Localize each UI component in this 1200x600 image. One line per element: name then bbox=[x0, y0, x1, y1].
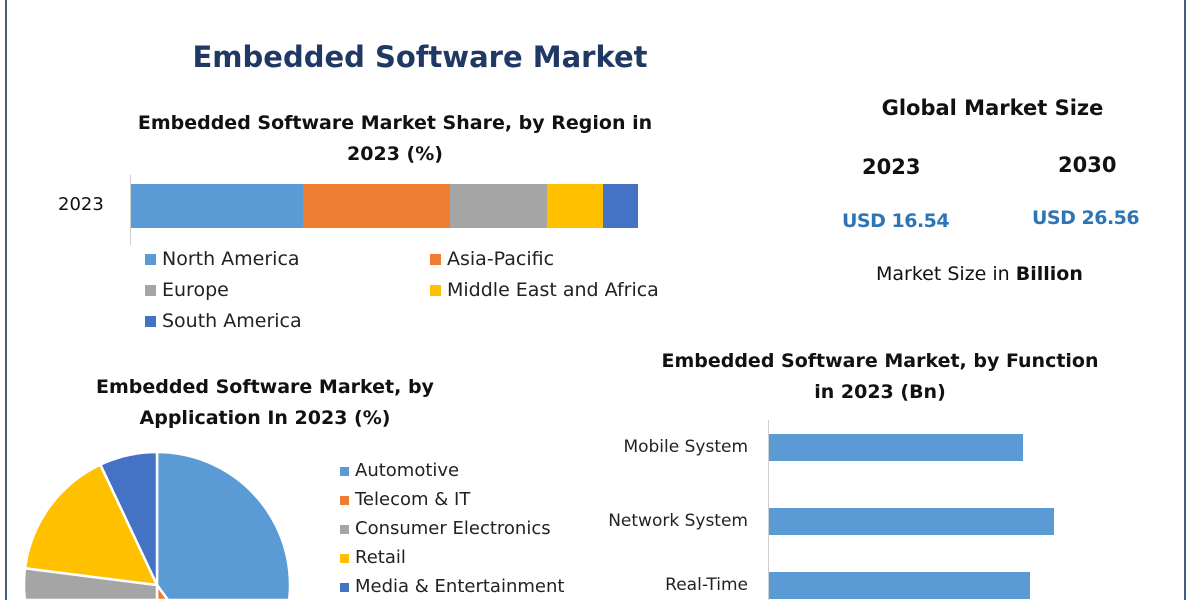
function-bar bbox=[769, 434, 1023, 461]
year-2023: 2023 bbox=[862, 155, 921, 179]
global-market-heading: Global Market Size bbox=[881, 96, 1104, 120]
application-legend-item: Automotive bbox=[340, 461, 459, 481]
legend-label: Asia-Pacific bbox=[447, 248, 555, 270]
legend-label: South America bbox=[162, 310, 302, 332]
legend-swatch bbox=[340, 524, 349, 534]
legend-label: Retail bbox=[355, 547, 406, 568]
function-bar bbox=[769, 508, 1054, 535]
region-bar-segment bbox=[450, 184, 547, 228]
function-category-label: Network System bbox=[608, 511, 748, 531]
region-axis bbox=[130, 175, 131, 245]
region-bar-segment bbox=[602, 184, 638, 228]
legend-label: North America bbox=[162, 248, 300, 270]
application-legend-item: Retail bbox=[340, 548, 406, 568]
pie-slice-automotive bbox=[155, 450, 292, 600]
legend-label: Automotive bbox=[355, 460, 460, 481]
function-axis bbox=[768, 420, 769, 600]
legend-label: Europe bbox=[162, 279, 229, 301]
note-text: Market Size in bbox=[876, 263, 1016, 285]
region-legend-item: Middle East and Africa bbox=[430, 279, 659, 301]
legend-swatch bbox=[430, 284, 441, 296]
application-chart-title: Embedded Software Market, by Application… bbox=[96, 376, 434, 429]
legend-swatch bbox=[340, 466, 349, 476]
value-2030: USD 26.56 bbox=[1032, 207, 1140, 229]
application-legend-item: Telecom & IT bbox=[340, 490, 470, 510]
region-legend-item: North America bbox=[145, 248, 300, 270]
legend-label: Consumer Electronics bbox=[355, 518, 551, 539]
region-chart-title: Embedded Software Market Share, by Regio… bbox=[137, 112, 653, 165]
application-pie-chart bbox=[22, 450, 292, 600]
legend-label: Telecom & IT bbox=[355, 489, 471, 510]
function-category-label: Real-Time bbox=[665, 575, 748, 595]
region-category-label: 2023 bbox=[58, 194, 104, 215]
legend-swatch bbox=[340, 495, 349, 505]
note-unit: Billion bbox=[1015, 263, 1083, 285]
legend-swatch bbox=[340, 582, 349, 592]
legend-label: Middle East and Africa bbox=[447, 279, 659, 301]
legend-swatch bbox=[430, 253, 441, 265]
pie-slice-retail bbox=[23, 463, 160, 587]
region-legend-item: Europe bbox=[145, 279, 229, 301]
region-legend-item: Asia-Pacific bbox=[430, 248, 554, 270]
legend-swatch bbox=[145, 284, 156, 296]
legend-label: Media & Entertainment bbox=[355, 576, 565, 597]
market-size-note: Market Size in Billion bbox=[876, 263, 1083, 285]
region-legend-item: South America bbox=[145, 310, 302, 332]
page-title: Embedded Software Market bbox=[192, 40, 648, 74]
application-legend-item: Media & Entertainment bbox=[340, 577, 564, 597]
legend-swatch bbox=[340, 553, 349, 563]
application-legend-item: Consumer Electronics bbox=[340, 519, 551, 539]
pie-slice-media-entertainment bbox=[98, 450, 159, 586]
region-bar-segment bbox=[131, 184, 304, 228]
function-chart-title: Embedded Software Market, by Function in… bbox=[661, 350, 1099, 403]
infographic-border bbox=[5, 0, 1186, 600]
region-bar-segment bbox=[303, 184, 451, 228]
value-2023: USD 16.54 bbox=[842, 210, 950, 232]
legend-swatch bbox=[145, 253, 156, 265]
function-category-label: Mobile System bbox=[623, 437, 748, 457]
pie-slice-consumer-electronics bbox=[22, 566, 159, 600]
function-bar bbox=[769, 572, 1030, 599]
year-2030: 2030 bbox=[1058, 153, 1117, 177]
region-bar-segment bbox=[546, 184, 603, 228]
legend-swatch bbox=[145, 315, 156, 327]
